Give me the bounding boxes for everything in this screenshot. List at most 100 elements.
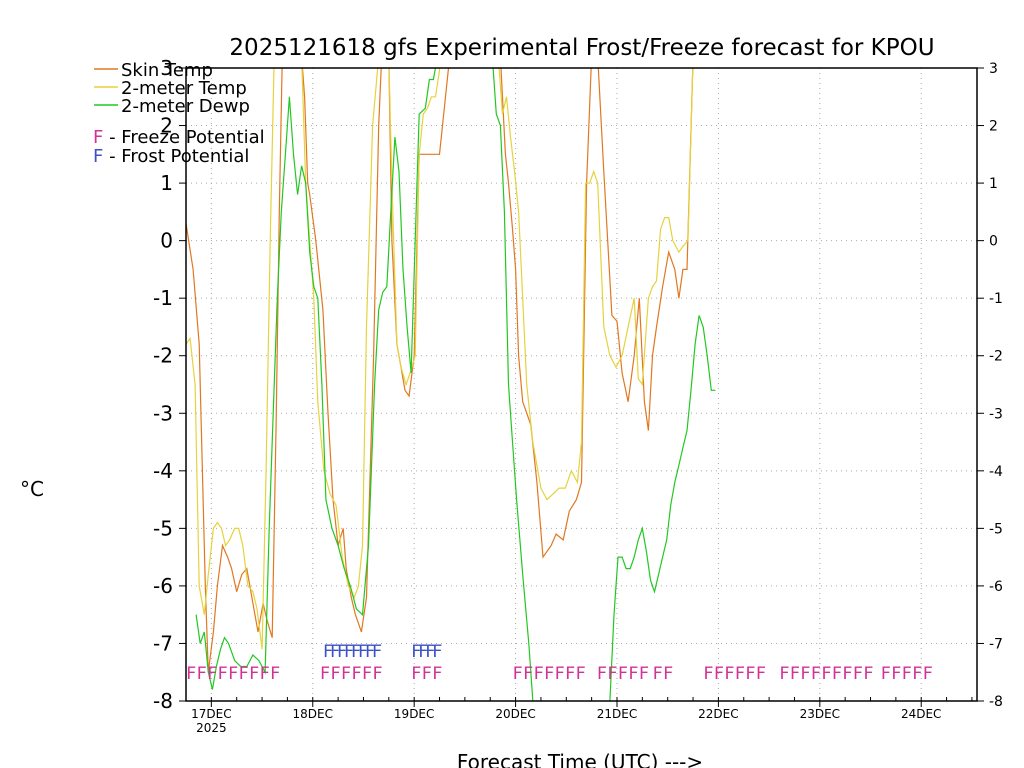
- y-tick-label-right: -6: [989, 579, 1003, 595]
- x-axis-label: Forecast Time (UTC) --->: [457, 750, 703, 768]
- freeze-potential-marker: F: [745, 664, 755, 684]
- potential-legend-text: - Freeze Potential: [103, 127, 264, 148]
- x-tick-label: 23DEC: [800, 707, 840, 721]
- freeze-potential-marker: F: [411, 664, 421, 684]
- freeze-potential-marker: F: [249, 664, 259, 684]
- freeze-potential-marker: F: [779, 664, 789, 684]
- freeze-potential-marker: F: [735, 664, 745, 684]
- freeze-potential-marker: F: [228, 664, 238, 684]
- y-tick-label-right: 1: [989, 176, 998, 192]
- freeze-potential-marker: F: [351, 664, 361, 684]
- y-tick-label-right: 2: [989, 119, 998, 135]
- freeze-potential-marker: F: [811, 664, 821, 684]
- freeze-potential-marker: F: [607, 664, 617, 684]
- x-tick-label: 21DEC: [597, 707, 637, 721]
- y-tick-label-right: -3: [989, 406, 1003, 422]
- freeze-potential-marker: F: [422, 664, 432, 684]
- y-tick-label-left: -5: [153, 516, 173, 540]
- y-tick-label-left: 2: [160, 114, 173, 138]
- axis-ticks: -8 -8 -7 -7 -6 -6 -5 -5 -4 -4 -3 -3 -2 -2 -1 -1 0 0 1 1 2 2 3 3…: [153, 56, 1003, 735]
- freeze-potential-marker: F: [714, 664, 724, 684]
- potential-legend-entry: F - Frost Potential: [93, 146, 249, 167]
- freeze-potential-marker: F: [513, 664, 523, 684]
- frost-potential-marker: F: [330, 642, 340, 662]
- freeze-potential-marker: F: [800, 664, 810, 684]
- freeze-potential-marker: F: [663, 664, 673, 684]
- legend-label: 2-meter Temp: [121, 78, 247, 99]
- x-tick-label: 22DEC: [698, 707, 738, 721]
- freeze-potential-marker: F: [197, 664, 207, 684]
- y-tick-label-left: 1: [160, 171, 173, 195]
- y-tick-label-right: -5: [989, 521, 1003, 537]
- freeze-potential-marker: F: [597, 664, 607, 684]
- freeze-potential-marker: F: [790, 664, 800, 684]
- x-tick-label: 17DEC: [191, 707, 231, 721]
- freeze-potential-marker: F: [912, 664, 922, 684]
- freeze-potential-marker: F: [523, 664, 533, 684]
- freeze-potential-marker: F: [628, 664, 638, 684]
- y-tick-label-left: -2: [153, 344, 173, 368]
- freeze-potential-marker: F: [756, 664, 766, 684]
- freeze-potential-marker: F: [565, 664, 575, 684]
- frost-potential-marker: F: [372, 642, 382, 662]
- freeze-potential-marker: F: [555, 664, 565, 684]
- freeze-potential-marker: F: [544, 664, 554, 684]
- freeze-potential-marker: F: [923, 664, 933, 684]
- freeze-potential-marker: F: [652, 664, 662, 684]
- y-tick-label-left: -6: [153, 574, 173, 598]
- freeze-potential-marker: F: [270, 664, 280, 684]
- legend-label: Skin Temp: [121, 60, 213, 81]
- frost-potential-marker: F: [411, 642, 421, 662]
- frost-potential-marker: F: [425, 642, 435, 662]
- y-tick-label-right: -4: [989, 464, 1003, 480]
- freeze-potential-marker: F: [207, 664, 217, 684]
- freeze-potential-marker: F: [186, 664, 196, 684]
- freeze-potential-marker: F: [432, 664, 442, 684]
- freeze-potential-marker: F: [260, 664, 270, 684]
- frost-potential-marker: F: [323, 642, 333, 662]
- potential-legend-text: - Frost Potential: [103, 146, 249, 167]
- y-tick-label-right: 0: [989, 234, 998, 250]
- freeze-potential-marker: F: [881, 664, 891, 684]
- y-tick-label-left: -4: [153, 459, 173, 483]
- x-tick-label: 24DEC: [901, 707, 941, 721]
- y-tick-label-right: 3: [989, 61, 998, 77]
- freeze-potential-marker: F: [576, 664, 586, 684]
- freeze-potential-marker: F: [832, 664, 842, 684]
- y-tick-label-right: -7: [989, 636, 1003, 652]
- plot-frame: [185, 67, 978, 702]
- freeze-potential-marker: F: [239, 664, 249, 684]
- freeze-potential-marker: F: [842, 664, 852, 684]
- chart-title: 2025121618 gfs Experimental Frost/Freeze…: [229, 35, 934, 61]
- frost-potential-marker: F: [344, 642, 354, 662]
- frost-potential-marker: F: [337, 642, 347, 662]
- series-line-2-meter-temp: [186, 68, 694, 650]
- freeze-potential-marker: F: [618, 664, 628, 684]
- freeze-potential-marker: F: [863, 664, 873, 684]
- freeze-potential-marker: F: [534, 664, 544, 684]
- freeze-potential-marker: F: [639, 664, 649, 684]
- y-tick-label-left: -1: [153, 286, 173, 310]
- series-layer: [186, 68, 716, 701]
- y-tick-label-left: -3: [153, 401, 173, 425]
- y-tick-label-left: 3: [160, 56, 173, 80]
- frost-potential-marker: F: [432, 642, 442, 662]
- potential-legend-letter: F: [93, 146, 103, 167]
- freeze-potential-marker: F: [372, 664, 382, 684]
- frost-potential-marker: F: [358, 642, 368, 662]
- freeze-potential-marker: F: [218, 664, 228, 684]
- x-tick-label: 19DEC: [394, 707, 434, 721]
- y-tick-label-left: -7: [153, 631, 173, 655]
- freeze-potential-marker: F: [821, 664, 831, 684]
- freeze-potential-marker: F: [724, 664, 734, 684]
- freeze-potential-marker: F: [330, 664, 340, 684]
- freeze-potential-marker: F: [362, 664, 372, 684]
- y-tick-label-right: -8: [989, 694, 1003, 710]
- potential-legend-letter: F: [93, 127, 103, 148]
- potential-legend-entry: F - Freeze Potential: [93, 127, 265, 148]
- legend-label: 2-meter Dewp: [121, 96, 250, 117]
- frost-potential-marker: F: [418, 642, 428, 662]
